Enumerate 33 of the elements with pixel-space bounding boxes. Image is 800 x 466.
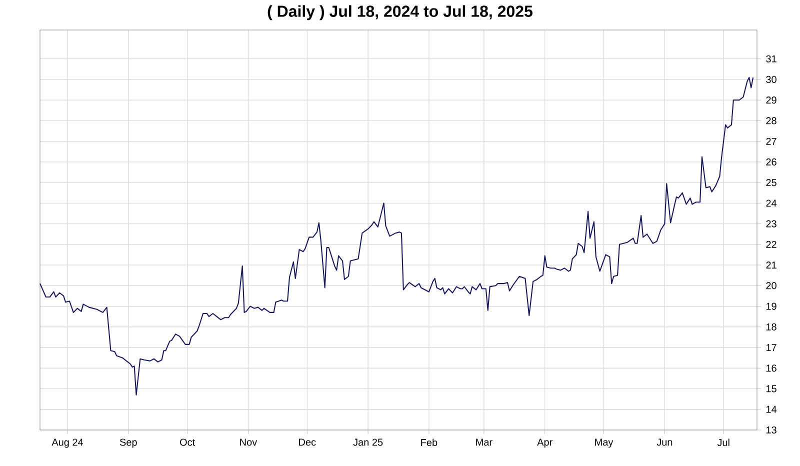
- y-tick-label: 22: [766, 240, 776, 248]
- y-tick-label: 16: [766, 364, 776, 372]
- y-tick-label: 24: [766, 200, 777, 207]
- x-tick-label: Apr: [537, 438, 552, 448]
- y-tick-label: 26: [766, 158, 776, 166]
- y-tick-label: 31: [766, 55, 776, 62]
- y-tick-label: 25: [766, 179, 776, 186]
- line-series: [39, 76, 754, 396]
- y-tick-label: 29: [766, 96, 776, 104]
- x-tick-label: Mar: [476, 438, 492, 446]
- y-tick-label: 20: [766, 282, 776, 290]
- y-tick-label: 21: [766, 262, 776, 269]
- y-tick-label: 17: [766, 344, 776, 351]
- y-tick-label: 15: [766, 385, 776, 392]
- y-tick-label: 18: [766, 323, 776, 330]
- y-tick-label: 19: [766, 302, 776, 310]
- y-tick-label: 13: [766, 426, 776, 434]
- x-tick-label: Feb: [421, 438, 438, 446]
- x-tick-label: Jan 25: [353, 438, 383, 446]
- x-tick-label: Jul: [717, 438, 730, 446]
- x-tick-label: Oct: [180, 438, 196, 446]
- x-tick-label: May: [595, 438, 614, 448]
- y-tick-label: 23: [766, 220, 776, 228]
- y-tick-label: 30: [766, 76, 776, 84]
- x-tick-label: Sep: [120, 438, 137, 448]
- y-tick-label: 14: [766, 406, 777, 413]
- y-tick-label: 28: [766, 117, 776, 124]
- x-tick-label: Jun: [656, 438, 672, 446]
- chart-title: ( Daily ) Jul 18, 2024 to Jul 18, 2025: [268, 5, 532, 20]
- x-tick-label: Dec: [299, 438, 316, 446]
- y-tick-label: 27: [766, 138, 776, 145]
- x-tick-label: Aug 24: [52, 438, 84, 448]
- x-tick-label: Nov: [240, 438, 258, 446]
